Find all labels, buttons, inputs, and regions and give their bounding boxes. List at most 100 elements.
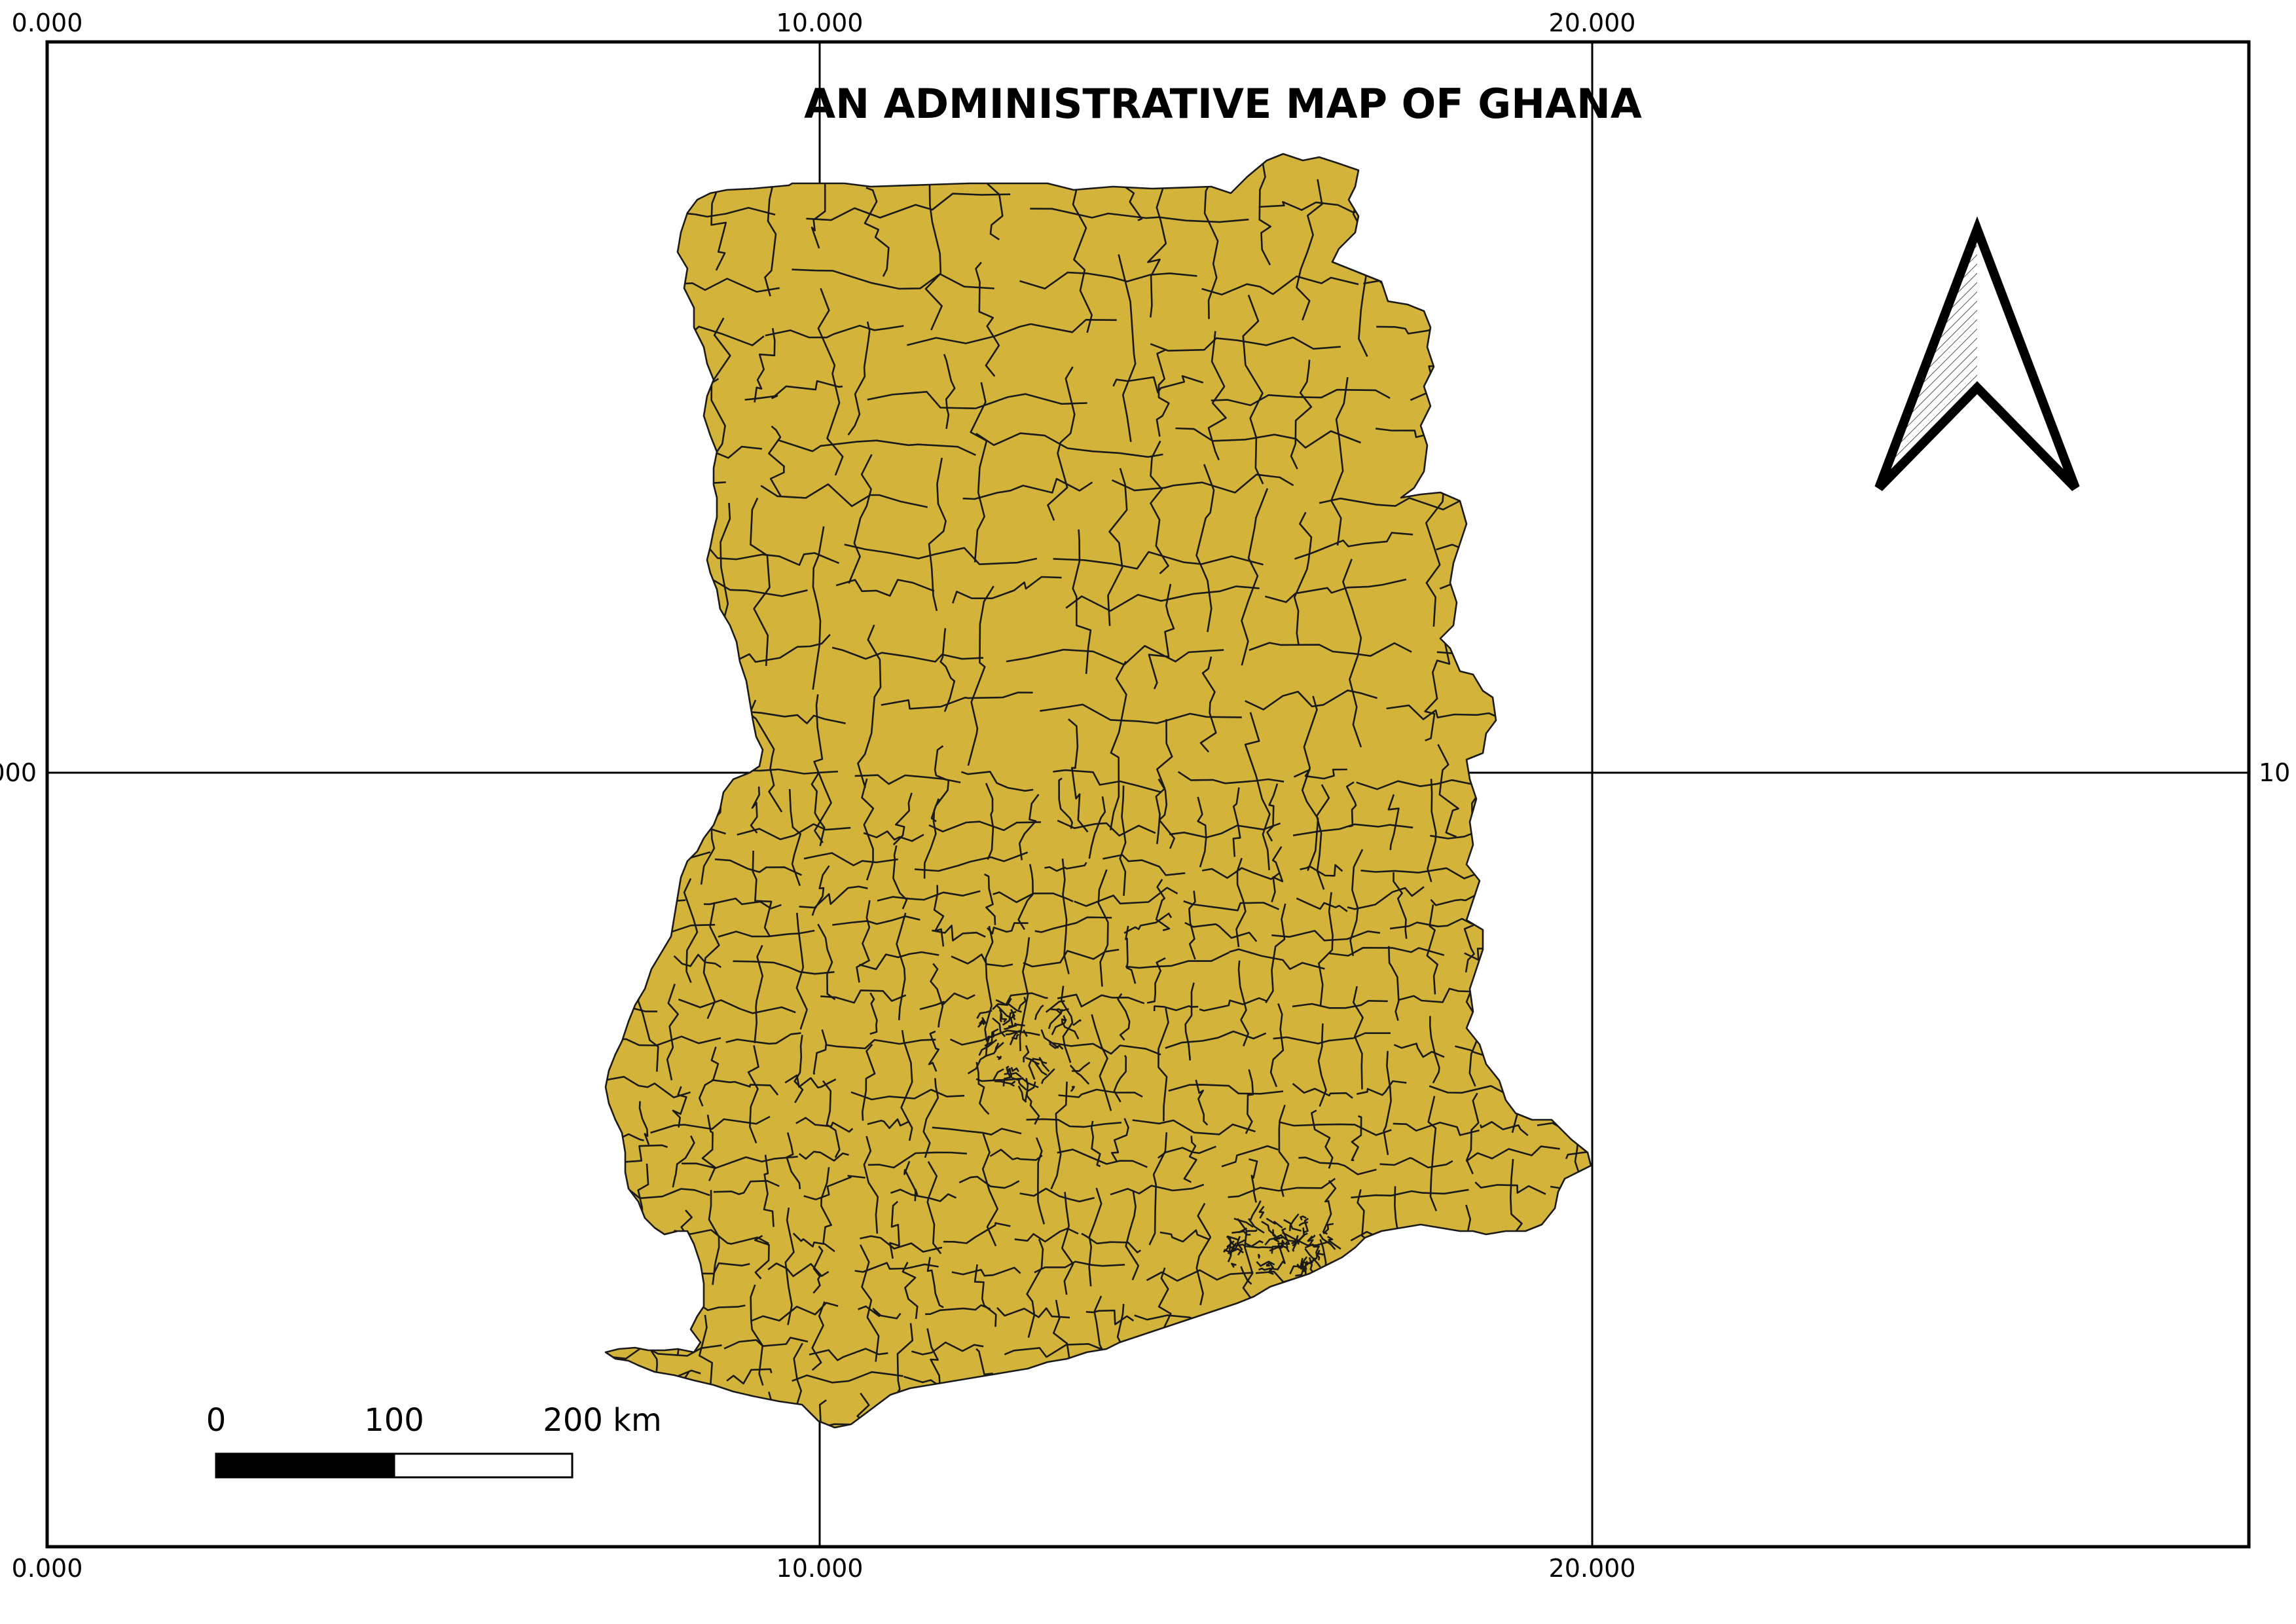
district-boundary-506 <box>1565 883 1577 948</box>
district-boundary-10 <box>1469 270 1591 290</box>
district-boundary-19 <box>867 391 1087 409</box>
district-boundary-371 <box>820 1167 832 1244</box>
district-boundary-114 <box>1342 559 1362 748</box>
district-boundary-605 <box>1056 1008 1069 1012</box>
district-boundary-358 <box>750 1284 764 1386</box>
district-boundary-295 <box>1280 1350 1356 1365</box>
district-boundary-400 <box>985 783 994 860</box>
district-boundary-168 <box>1184 921 1258 942</box>
district-boundary-330 <box>639 840 650 946</box>
district-boundary-106 <box>1241 488 1269 666</box>
district-boundary-512 <box>1245 1229 1258 1233</box>
district-boundary-52 <box>1248 642 1412 657</box>
district-boundary-48 <box>606 632 685 648</box>
district-boundary-610 <box>1034 1005 1044 1020</box>
district-boundary-190 <box>1153 1005 1199 1012</box>
district-boundary-569 <box>1304 1248 1321 1268</box>
district-boundary-110 <box>1293 511 1313 645</box>
district-boundary-192 <box>1292 1000 1388 1009</box>
district-boundary-395 <box>922 1078 939 1158</box>
district-boundary-467 <box>1318 892 1334 1007</box>
district-boundary-462 <box>1278 1104 1290 1197</box>
district-boundary-482 <box>1388 946 1400 1021</box>
district-boundary-478 <box>1361 1302 1375 1388</box>
district-boundary-599 <box>1040 1068 1055 1084</box>
district-boundary-142 <box>914 851 1029 872</box>
district-boundary-42 <box>835 579 935 597</box>
district-boundary-173 <box>606 947 653 967</box>
district-boundary-119 <box>1437 744 1459 838</box>
district-boundary-155 <box>1074 887 1178 907</box>
district-boundary-202 <box>1273 1032 1391 1044</box>
district-boundary-245 <box>1019 1187 1095 1203</box>
district-boundary-301 <box>792 1371 903 1384</box>
district-boundary-25 <box>975 432 1163 458</box>
district-boundary-513 <box>1266 1217 1283 1229</box>
district-boundary-270 <box>1146 1269 1254 1282</box>
district-boundary-524 <box>1240 1266 1252 1285</box>
district-boundary-197 <box>725 1032 801 1045</box>
district-boundary-548 <box>1285 1241 1290 1253</box>
district-boundary-300 <box>726 1368 773 1385</box>
district-boundary-174 <box>673 953 722 969</box>
district-boundary-34 <box>1546 473 1591 496</box>
district-boundary-453 <box>1237 960 1249 1046</box>
district-boundary-608 <box>1017 1078 1027 1091</box>
district-boundary-193 <box>1398 987 1477 1003</box>
district-boundary-135 <box>1169 822 1281 839</box>
district-boundary-597 <box>1010 1080 1016 1087</box>
district-boundary-473 <box>1345 781 1357 828</box>
district-boundary-254 <box>860 1235 943 1253</box>
district-boundary-38 <box>1053 551 1264 570</box>
district-boundary-552 <box>1228 1237 1232 1257</box>
district-boundary-601 <box>1006 1002 1022 1013</box>
district-boundary-180 <box>1229 948 1325 970</box>
district-boundary-102 <box>1195 464 1215 633</box>
district-boundary-353 <box>752 850 773 938</box>
district-boundary-144 <box>1102 854 1186 876</box>
district-boundary-378 <box>862 1044 876 1121</box>
district-boundary-367 <box>811 865 830 916</box>
district-boundary-226 <box>1480 1121 1529 1136</box>
district-boundary-6 <box>792 268 994 290</box>
district-boundary-580 <box>1008 1067 1022 1079</box>
district-boundary-32 <box>1111 473 1294 494</box>
district-boundary-36 <box>708 547 840 566</box>
district-boundary-460 <box>1265 903 1286 1004</box>
district-boundary-242 <box>803 1175 866 1200</box>
district-boundary-208 <box>784 1074 837 1089</box>
district-boundary-527 <box>1303 1217 1309 1234</box>
district-boundary-483 <box>1383 1050 1392 1155</box>
map-frame <box>45 40 2251 1549</box>
district-boundary-321 <box>606 776 608 828</box>
district-boundary-557 <box>1322 1223 1334 1235</box>
district-boundary-24 <box>778 439 976 456</box>
district-boundary-426 <box>1088 1187 1102 1287</box>
district-boundary-225 <box>1393 1121 1480 1136</box>
district-boundary-570 <box>1315 1245 1321 1261</box>
district-boundary-274 <box>1521 1262 1591 1276</box>
district-boundary-481 <box>1393 872 1408 939</box>
district-boundary-431 <box>1117 993 1131 1041</box>
district-boundary-574 <box>977 1018 985 1028</box>
district-boundary-558 <box>1268 1267 1279 1272</box>
district-boundary-366 <box>811 772 826 847</box>
district-boundary-468 <box>1317 1023 1327 1107</box>
district-boundary-207 <box>711 1079 779 1096</box>
district-boundary-402 <box>984 925 994 1042</box>
district-boundary-59 <box>1386 704 1498 720</box>
district-boundary-8 <box>1201 275 1359 296</box>
district-boundary-67 <box>768 425 786 497</box>
district-boundary-46 <box>1439 576 1548 593</box>
district-boundary-584 <box>1023 1029 1028 1037</box>
district-boundary-615 <box>1010 1008 1015 1027</box>
district-boundary-525 <box>1258 1206 1265 1219</box>
district-boundary-595 <box>976 1010 993 1019</box>
district-boundary-466 <box>1315 784 1330 890</box>
district-boundary-111 <box>1301 695 1319 872</box>
district-boundary-572 <box>1069 1064 1090 1085</box>
district-boundary-363 <box>786 1132 801 1189</box>
district-boundary-12 <box>765 325 904 339</box>
district-boundary-419 <box>1061 1192 1074 1295</box>
scale-bar-black-segment <box>215 1452 395 1479</box>
